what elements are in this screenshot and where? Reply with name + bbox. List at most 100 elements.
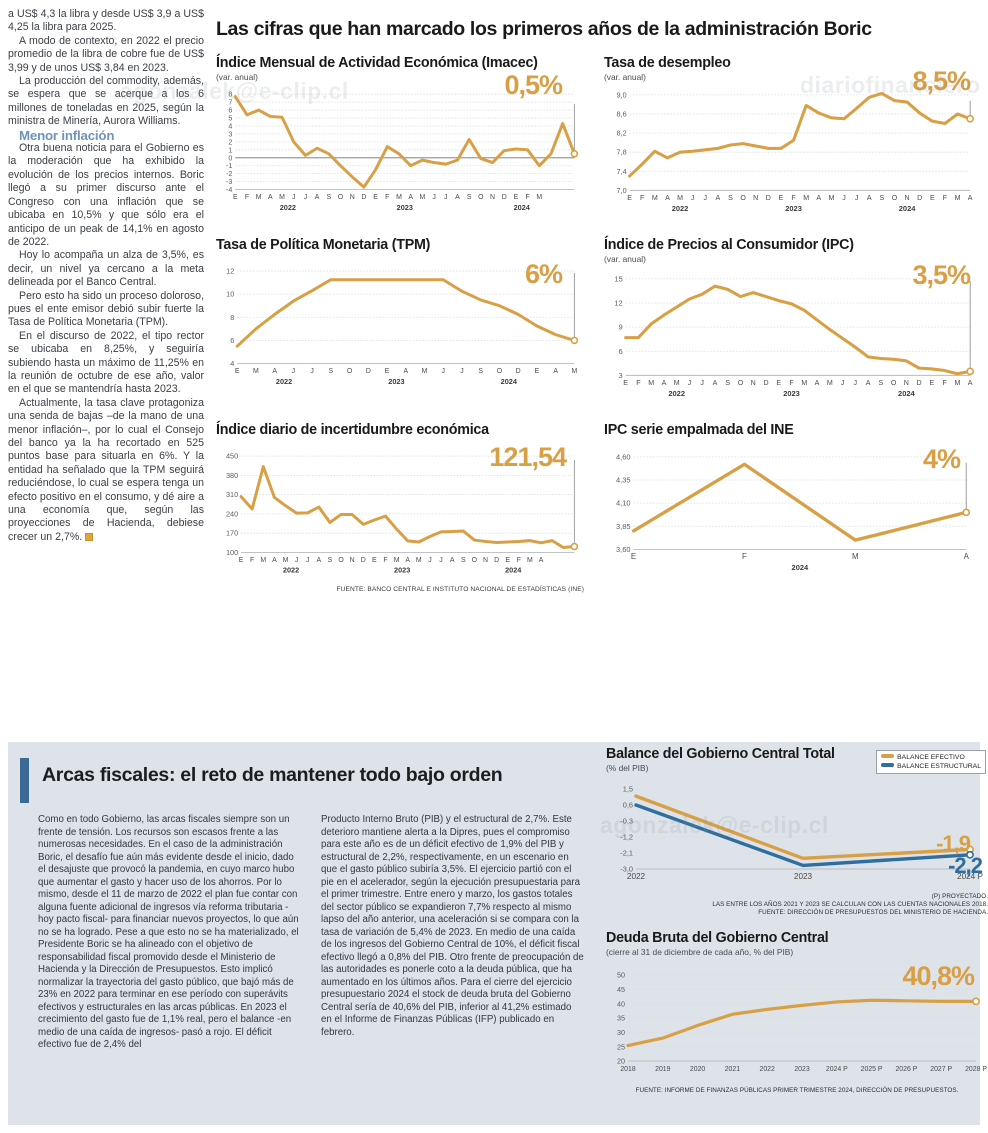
svg-text:4: 4	[228, 122, 232, 130]
svg-text:450: 450	[226, 452, 238, 461]
svg-text:E: E	[535, 368, 540, 375]
svg-text:J: J	[688, 379, 692, 387]
svg-text:E: E	[623, 379, 628, 387]
svg-text:2019: 2019	[655, 1066, 670, 1073]
svg-text:8,2: 8,2	[617, 129, 627, 138]
svg-text:J: J	[432, 194, 435, 201]
svg-text:D: D	[361, 194, 366, 201]
last-point-marker	[966, 850, 974, 859]
svg-text:J: J	[703, 194, 707, 202]
svg-text:J: J	[855, 194, 859, 202]
svg-text:380: 380	[226, 471, 238, 480]
svg-text:3: 3	[619, 371, 623, 380]
svg-text:E: E	[235, 368, 240, 375]
chart-plot-deuda: 50 45 40 35 30 25 20 2018 2019 2020 2021 2022 2023 20…	[606, 959, 988, 1087]
chart-plot-desempleo: 9,0 8,6 8,2 7,8 7,4 7,0 E F M A M J J A S O N D E F M A M J J A S O…	[604, 68, 980, 219]
chart-note: FUENTE: DIRECCIÓN DE PRESUPUESTOS DEL MI…	[758, 909, 988, 917]
svg-text:F: F	[245, 194, 249, 201]
svg-text:N: N	[753, 194, 758, 202]
svg-text:O: O	[472, 557, 478, 564]
legend-label: BALANCE EFECTIVO	[897, 754, 965, 761]
svg-text:J: J	[292, 368, 295, 375]
svg-text:N: N	[904, 379, 909, 387]
article-paragraph: Actualmente, la tasa clave protagoniza u…	[8, 396, 204, 543]
svg-text:-2: -2	[226, 170, 232, 178]
chart-plot-balance: 1,5 0,6 -0,3 -1,2 -2,1 -3,0 2022 2023 2024 P -1,9…	[606, 775, 988, 893]
last-point-marker	[570, 336, 579, 345]
svg-text:F: F	[525, 194, 529, 201]
series-end-label: -2,2	[948, 853, 983, 878]
chart-callout-value: 121,54	[489, 442, 567, 472]
chart-subtitle: (var. anual)	[604, 72, 646, 82]
chart-source: FUENTE: BANCO CENTRAL E INSTITUTO NACION…	[336, 586, 584, 593]
svg-text:2023: 2023	[394, 566, 410, 575]
svg-text:O: O	[338, 194, 344, 201]
svg-text:D: D	[366, 368, 371, 375]
svg-text:S: S	[478, 368, 483, 375]
svg-text:F: F	[640, 194, 645, 202]
svg-text:D: D	[494, 557, 499, 564]
svg-text:3,60: 3,60	[616, 545, 631, 554]
svg-text:2023: 2023	[388, 377, 404, 386]
svg-text:20: 20	[617, 1056, 625, 1065]
svg-text:E: E	[776, 379, 781, 387]
svg-text:E: E	[233, 194, 238, 201]
legend-swatch-icon	[881, 754, 895, 758]
svg-text:310: 310	[226, 490, 238, 499]
svg-text:M: M	[954, 379, 960, 387]
svg-text:2024: 2024	[898, 389, 915, 398]
svg-text:O: O	[740, 194, 746, 202]
svg-text:A: A	[539, 557, 544, 564]
svg-text:10: 10	[226, 290, 234, 299]
last-point-marker	[972, 997, 980, 1005]
svg-text:M: M	[827, 379, 833, 387]
svg-text:45: 45	[617, 985, 625, 994]
svg-text:S: S	[328, 557, 333, 564]
svg-text:25: 25	[617, 1042, 625, 1051]
svg-text:2028 P: 2028 P	[965, 1066, 987, 1073]
svg-text:J: J	[295, 557, 298, 564]
svg-text:A: A	[403, 368, 408, 375]
svg-text:E: E	[505, 557, 510, 564]
article-paragraph: En el discurso de 2022, el tipo rector s…	[8, 329, 204, 396]
svg-text:7,0: 7,0	[617, 186, 627, 195]
svg-text:E: E	[627, 194, 632, 202]
svg-text:0,6: 0,6	[623, 801, 633, 810]
svg-text:D: D	[917, 379, 922, 387]
svg-text:2024: 2024	[514, 203, 531, 212]
svg-text:F: F	[791, 194, 796, 202]
svg-text:4,35: 4,35	[616, 476, 631, 485]
svg-text:O: O	[347, 368, 353, 375]
chart-note: LAS ENTRE LOS AÑOS 2021 Y 2023 SE CALCUL…	[712, 901, 988, 909]
chart-legend: BALANCE EFECTIVO BALANCE ESTRUCTURAL	[876, 750, 986, 774]
fiscal-section-title: Arcas fiscales: el reto de mantener todo…	[42, 764, 503, 786]
svg-text:A: A	[272, 557, 277, 564]
svg-text:2023: 2023	[794, 872, 813, 881]
svg-text:2026 P: 2026 P	[895, 1066, 917, 1073]
svg-text:E: E	[930, 194, 935, 202]
svg-text:M: M	[279, 194, 285, 201]
svg-text:M: M	[527, 557, 533, 564]
chart-plot-imacec: 8 7 6 5 4 3 2 1 0 -1 -2 -3 -4 E F M A M J J A S O N D E F M A M J J A S O N…	[216, 72, 584, 219]
article-paragraph: Hoy lo acompaña un alza de 3,5%, es deci…	[8, 249, 204, 289]
svg-text:2021: 2021	[725, 1066, 740, 1073]
top-charts-block: Las cifras que han marcado los primeros …	[216, 10, 980, 593]
svg-text:O: O	[738, 379, 744, 387]
svg-text:S: S	[461, 557, 466, 564]
chart-subtitle: (var. anual)	[216, 72, 258, 82]
svg-text:2024: 2024	[899, 204, 916, 213]
chart-subtitle: (% del PIB)	[606, 763, 649, 773]
chart-card-deuda: Deuda Bruta del Gobierno Central (cierre…	[606, 930, 988, 1095]
legend-item-balance-estructural: BALANCE ESTRUCTURAL	[881, 762, 981, 771]
svg-text:15: 15	[614, 274, 622, 283]
svg-text:A: A	[268, 194, 273, 201]
svg-text:A: A	[408, 194, 413, 201]
svg-text:M: M	[283, 557, 289, 564]
fiscal-charts-column: Balance del Gobierno Central Total (% de…	[606, 746, 988, 1095]
svg-text:1,5: 1,5	[623, 785, 633, 794]
svg-text:A: A	[964, 552, 970, 561]
svg-text:J: J	[460, 368, 463, 375]
svg-text:M: M	[253, 368, 259, 375]
svg-text:2023: 2023	[785, 204, 802, 213]
